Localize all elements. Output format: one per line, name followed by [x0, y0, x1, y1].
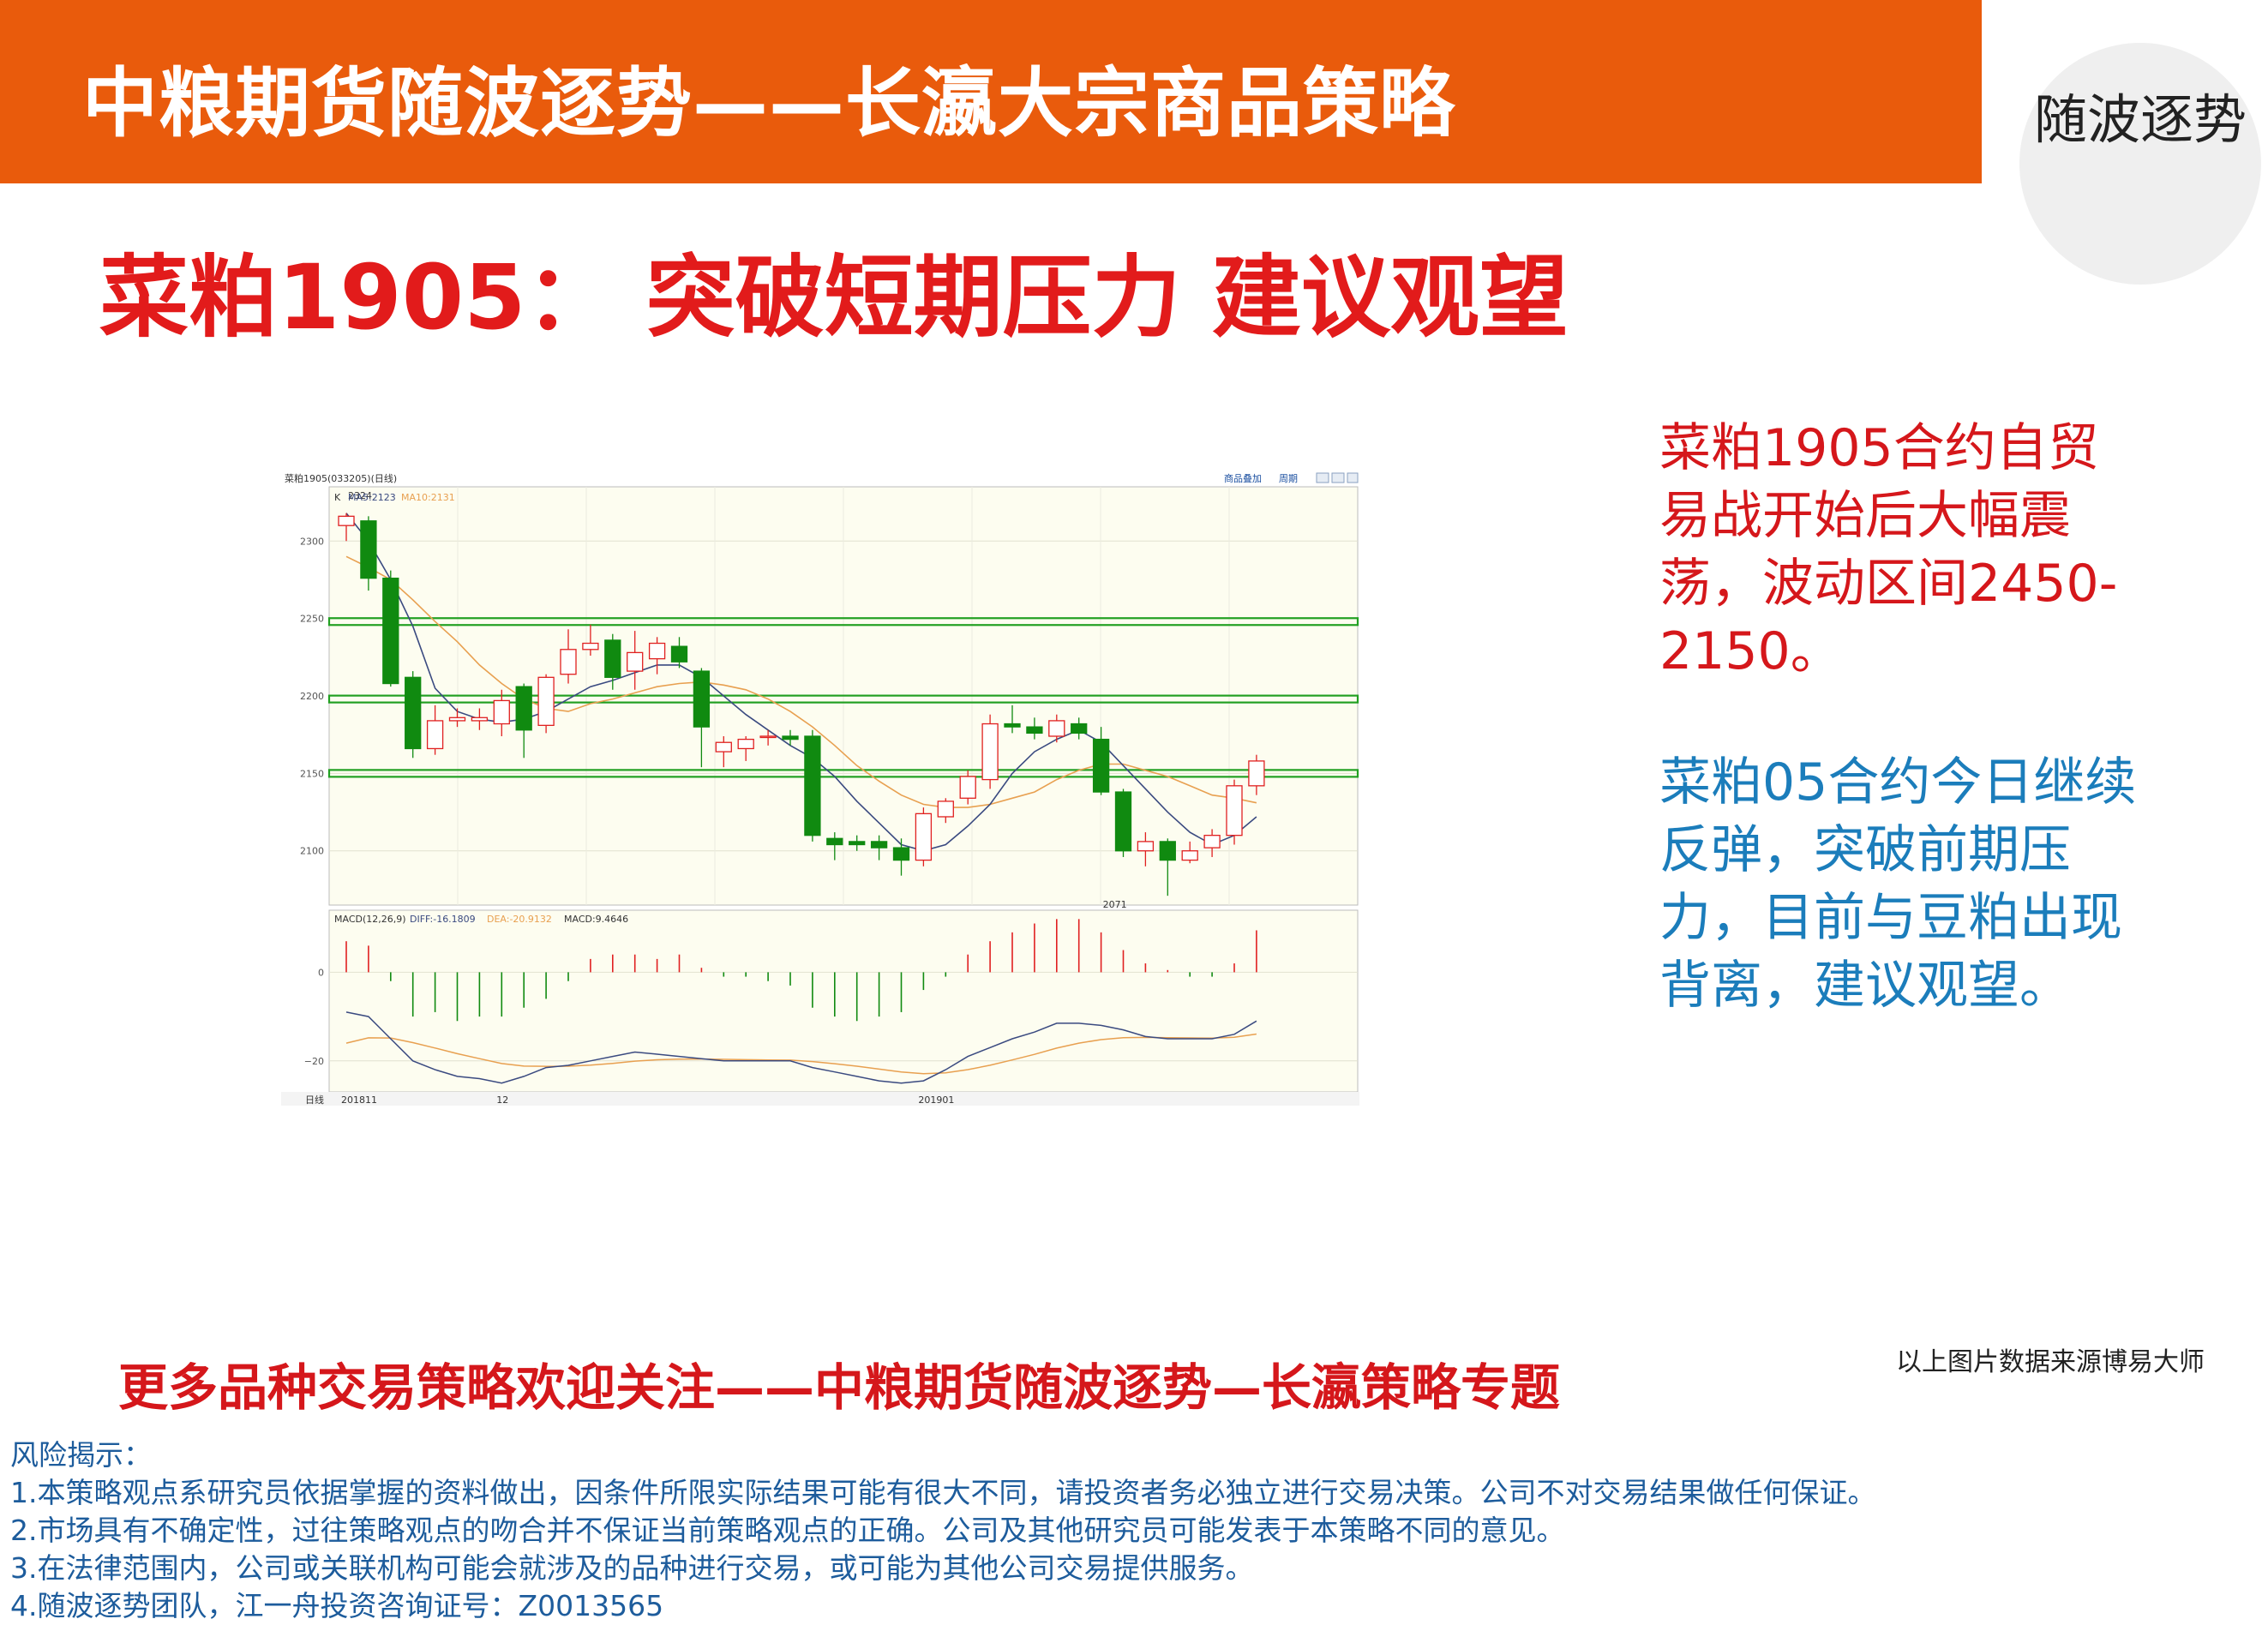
candle-body: [826, 837, 843, 846]
candle-body: [493, 699, 510, 725]
candle-body: [892, 847, 910, 861]
risk-item-3: 3.在法律范围内，公司或关联机构可能会就涉及的品种进行交易，或可能为其他公司交易…: [10, 1551, 1254, 1585]
risk-item-4: 4.随波逐势团队，江一舟投资咨询证号：Z0013565: [10, 1589, 664, 1622]
source-note: 以上图片数据来源博易大师: [1896, 1347, 2205, 1377]
price-annotation: 2071: [1103, 899, 1127, 910]
period-link[interactable]: 周期: [1279, 473, 1298, 484]
candle-body: [870, 841, 888, 848]
candle-body: [804, 735, 821, 836]
candle-body: [338, 515, 355, 526]
period-label: 日线: [305, 1094, 324, 1106]
candle-body: [915, 812, 933, 861]
analysis-paragraph-2: 菜粕05合约今日继续反弹，突破前期压力，目前与豆粕出现背离，建议观望。: [1659, 753, 2137, 1016]
candle-body: [537, 676, 555, 726]
window-close-icon[interactable]: [1347, 472, 1359, 483]
risk-disclosure: 风险揭示： 1.本策略观点系研究员依据掌握的资料做出，因条件所限实际结果可能有很…: [10, 1436, 1876, 1625]
y-tick-label: 2150: [300, 768, 324, 779]
bottom-banner: 更多品种交易策略欢迎关注——中粮期货随波逐势—长瀛策略专题: [118, 1358, 1561, 1417]
level-line: [327, 769, 1359, 778]
candle-body: [1092, 738, 1110, 793]
candle-body: [405, 676, 422, 750]
candle-body: [670, 645, 688, 663]
analysis-paragraph-1: 菜粕1905合约自贸易战开始后大幅震荡，波动区间2450-2150。: [1659, 418, 2118, 681]
candle-body: [515, 686, 532, 731]
candle-body: [693, 670, 711, 728]
candle-body: [959, 776, 976, 799]
logo-text: 随波逐势: [2033, 88, 2247, 151]
candle-body: [627, 651, 644, 672]
macd-y-tick-label: 0: [318, 967, 324, 978]
y-tick-label: 2250: [300, 614, 324, 625]
x-axis-strip: [281, 1092, 1359, 1106]
risk-heading: 风险揭示：: [10, 1438, 152, 1472]
candle-body: [582, 642, 599, 651]
macd-value-label: MACD:9.4646: [564, 914, 628, 925]
chart-svg: 菜粕1905(033205)(日线) 商品叠加 周期 2300 2250 2200 2…: [281, 470, 1359, 1106]
candle-body: [1159, 841, 1176, 861]
candle-body: [382, 577, 399, 685]
candle-body: [715, 741, 732, 753]
x-tick-label: 12: [496, 1094, 508, 1106]
macd-panel: [328, 909, 1359, 1093]
y-tick-label: 2200: [300, 691, 324, 702]
candle-body: [1071, 723, 1088, 735]
legend-k: K: [334, 492, 341, 503]
candlestick-chart: 菜粕1905(033205)(日线) 商品叠加 周期 2300 2250 2200 2…: [281, 470, 1359, 1106]
candle-body: [1203, 835, 1221, 848]
candle-body: [604, 639, 621, 678]
candle-body: [1114, 791, 1132, 852]
macd-diff-label: DIFF:-16.1809: [410, 914, 476, 925]
candle-body: [471, 717, 489, 722]
chart-header-label: 菜粕1905(033205)(日线): [285, 472, 397, 484]
candle-body: [1248, 760, 1265, 787]
risk-item-1: 1.本策略观点系研究员依据掌握的资料做出，因条件所限实际结果可能有很大不同，请投…: [10, 1476, 1876, 1509]
candle-body: [360, 520, 377, 579]
legend-ma5: MA5:2123: [348, 492, 396, 503]
candle-body: [1048, 720, 1065, 737]
diff-line: [345, 1011, 1257, 1084]
candle-body: [560, 649, 577, 675]
x-tick-label: 201901: [918, 1094, 954, 1106]
y-tick-label: 2300: [300, 536, 324, 547]
candle-body: [937, 801, 954, 818]
macd-label: MACD(12,26,9): [334, 914, 406, 925]
candle-body: [648, 642, 666, 660]
header-title: 中粮期货随波逐势——长瀛大宗商品策略: [82, 59, 1456, 147]
header-bar: 中粮期货随波逐势——长瀛大宗商品策略: [0, 0, 1982, 183]
candle-body: [1004, 723, 1021, 728]
legend-ma10: MA10:2131: [401, 492, 455, 503]
macd-dea-label: DEA:-20.9132: [487, 914, 552, 925]
risk-item-2: 2.市场具有不确定性，过往策略观点的吻合并不保证当前策略观点的正确。公司及其他研…: [10, 1514, 1565, 1547]
candle-body: [849, 841, 866, 846]
page-title: 菜粕1905： 突破短期压力 建议观望: [99, 245, 1569, 350]
candle-body: [1226, 785, 1243, 836]
level-line: [327, 617, 1359, 627]
candle-body: [737, 738, 754, 750]
macd-y-tick-label: −20: [304, 1056, 324, 1067]
candle-body: [1137, 841, 1155, 852]
level-line: [327, 694, 1359, 704]
candle-body: [1026, 726, 1043, 735]
window-maximize-icon[interactable]: [1331, 472, 1345, 483]
candle-body: [981, 723, 999, 781]
dea-line: [345, 1033, 1257, 1075]
overlay-link[interactable]: 商品叠加: [1224, 472, 1262, 484]
logo: 随波逐势: [2019, 43, 2261, 285]
candle-body: [782, 735, 799, 741]
candle-body: [426, 720, 444, 750]
candle-body: [759, 735, 777, 739]
window-restore-icon[interactable]: [1316, 472, 1329, 483]
price-annotation: 2324: [348, 490, 372, 501]
x-tick-label: 201811: [341, 1094, 377, 1106]
y-tick-label: 2100: [300, 846, 324, 857]
candle-body: [1181, 850, 1198, 861]
candle-body: [448, 717, 466, 722]
